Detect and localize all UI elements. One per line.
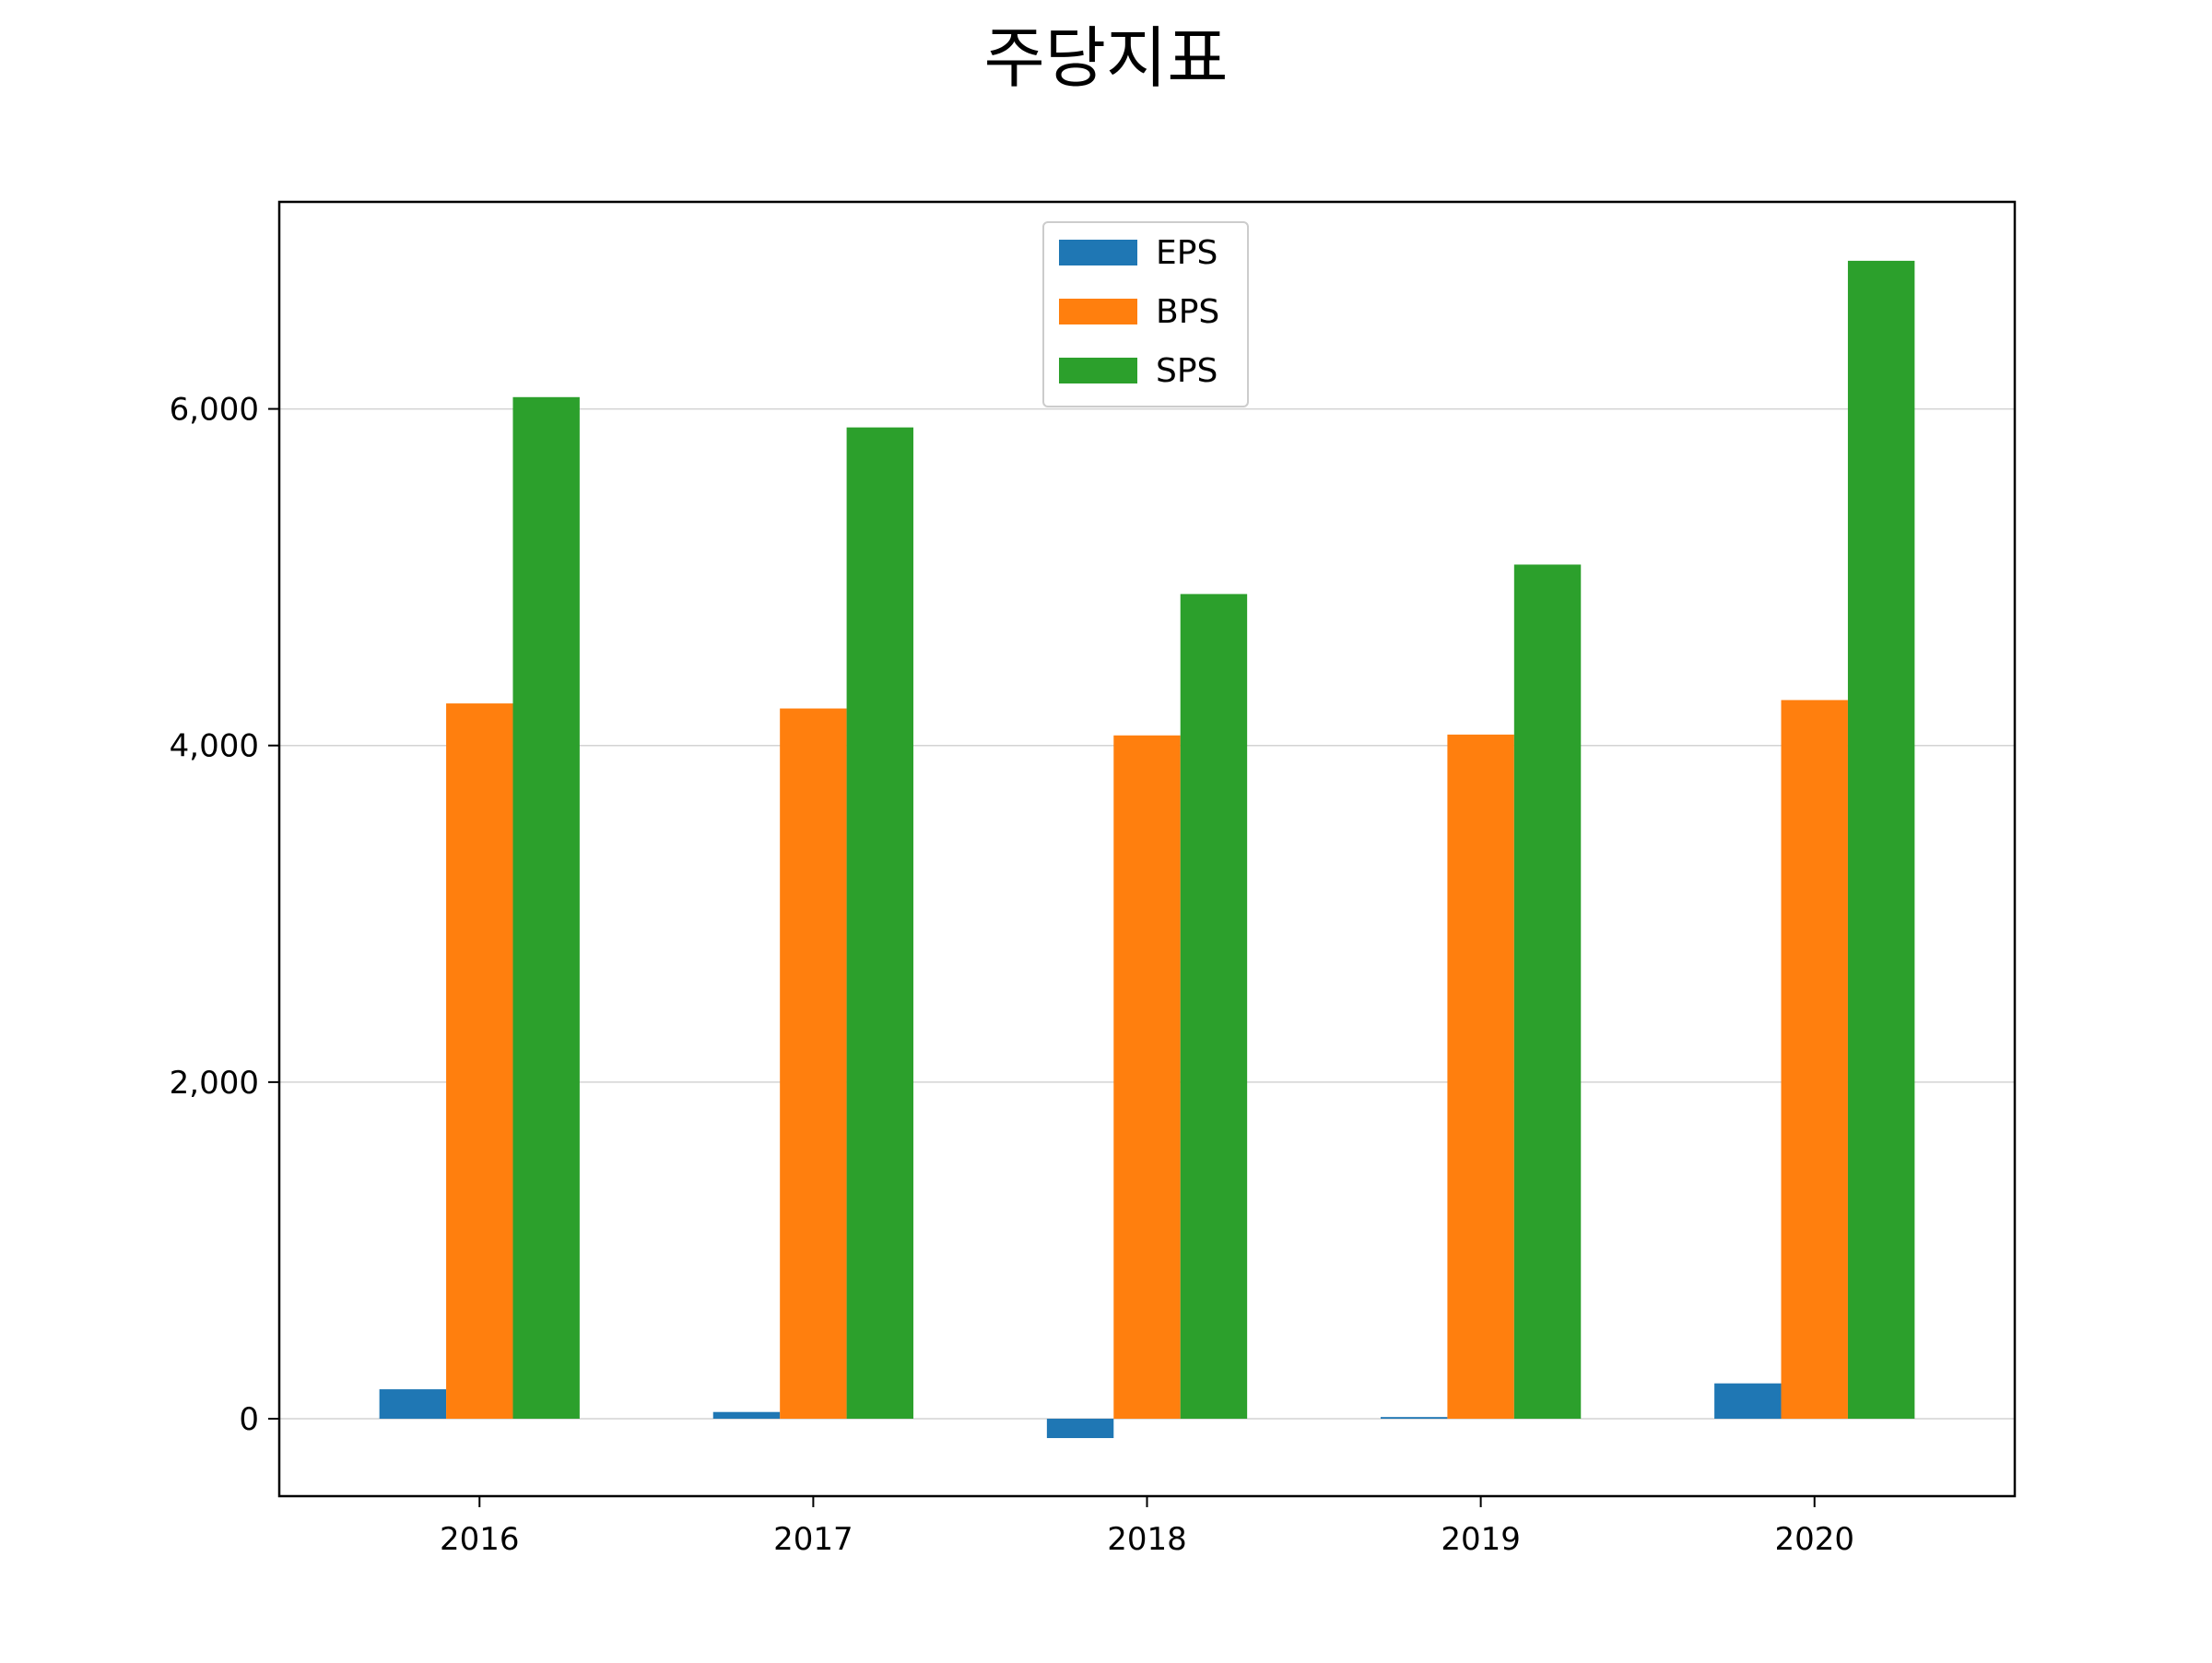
x-tick-label: 2019 (1441, 1521, 1521, 1558)
y-tick-label: 4,000 (170, 728, 259, 765)
x-tick-label: 2017 (773, 1521, 853, 1558)
bar-eps (379, 1389, 447, 1420)
bar-eps (712, 1411, 781, 1420)
legend-swatch (1059, 240, 1137, 265)
y-tick-label: 0 (239, 1401, 259, 1438)
chart-title: 주당지표 (984, 19, 1229, 97)
legend-label: BPS (1156, 293, 1219, 331)
x-tick-label: 2018 (1107, 1521, 1187, 1558)
y-tick-label: 6,000 (170, 392, 259, 429)
bar-sps (1513, 564, 1582, 1420)
bar-sps (512, 396, 580, 1420)
bar-eps (1714, 1383, 1782, 1420)
legend-swatch (1059, 358, 1137, 383)
bar-bps (1113, 735, 1181, 1420)
legend-label: EPS (1156, 234, 1218, 272)
axes: 0 2,000 4,000 6,000 2016 2017 2018 2019 2020 (170, 392, 1854, 1558)
y-tick-label: 2,000 (170, 1065, 259, 1102)
x-tick-label: 2020 (1774, 1521, 1854, 1558)
bar-bps (446, 703, 513, 1420)
legend: EPS BPS SPS (1042, 221, 1249, 407)
bar-sps (846, 427, 914, 1420)
x-tick-label: 2016 (440, 1521, 520, 1558)
bar-eps (1380, 1417, 1448, 1420)
bar-bps (780, 708, 847, 1420)
legend-label: SPS (1156, 352, 1218, 390)
bar-sps (1847, 260, 1915, 1420)
bar-sps (1180, 594, 1248, 1420)
legend-swatch (1059, 299, 1137, 324)
bar-eps (1046, 1419, 1114, 1439)
bar-bps (1447, 734, 1514, 1420)
bar-bps (1781, 700, 1848, 1420)
bars (379, 260, 1915, 1439)
